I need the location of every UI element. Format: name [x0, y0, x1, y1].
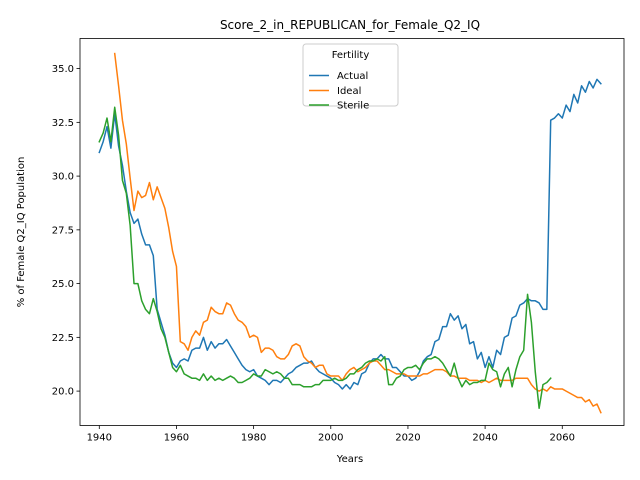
series-line-actual [98, 78, 602, 390]
legend-label-sterile: Sterile [337, 101, 369, 112]
y-tick-label: 30.0 [52, 172, 74, 183]
legend: Fertility Actual Ideal Sterile [302, 43, 399, 112]
x-axis-label: Years [336, 454, 363, 465]
x-tick-label: 2060 [550, 433, 575, 444]
y-tick-label: 35.0 [52, 64, 74, 75]
chart-title: Score_2_in_REPUBLICAN_for_Female_Q2_IQ [220, 18, 480, 32]
axes-frame [79, 38, 625, 426]
legend-title: Fertility [332, 50, 370, 61]
y-tick-label: 27.5 [52, 225, 74, 236]
y-tick-label: 20.0 [52, 387, 74, 398]
axes-layer: 1940 1960 1980 2000 2020 2040 2060 20.0 22.5 25.0… [52, 38, 625, 444]
x-tick-label: 1980 [241, 433, 266, 444]
series-line-ideal [113, 52, 602, 414]
x-tick-label: 2020 [395, 433, 420, 444]
y-tick-label: 25.0 [52, 279, 74, 290]
legend-label-ideal: Ideal [337, 86, 361, 97]
y-axis-label: % of Female Q2_IQ Population [16, 157, 27, 308]
y-tick-label: 32.5 [52, 118, 74, 129]
legend-label-actual: Actual [337, 71, 368, 82]
x-tick-label: 1940 [87, 433, 112, 444]
y-tick-label: 22.5 [52, 333, 74, 344]
x-tick-label: 2000 [318, 433, 343, 444]
series-layer [98, 52, 602, 414]
x-tick-label: 2040 [472, 433, 497, 444]
series-line-sterile [98, 106, 552, 410]
x-tick-label: 1960 [164, 433, 189, 444]
